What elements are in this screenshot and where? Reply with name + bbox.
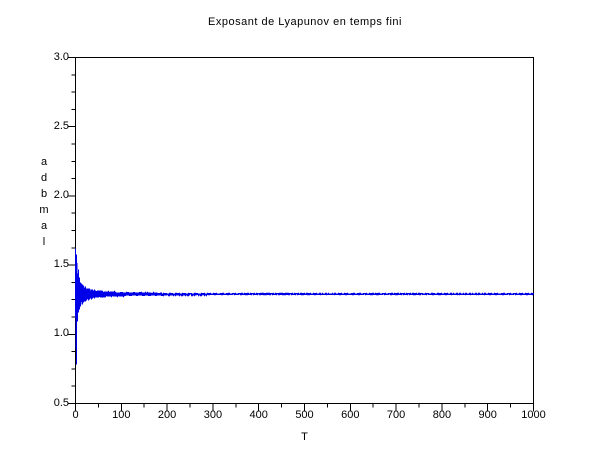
y-tick-label: 0.5 <box>53 396 69 409</box>
x-tick-label: 500 <box>295 409 314 421</box>
x-tick-label: 300 <box>203 409 223 421</box>
y-axis-label-letter: a <box>40 220 48 232</box>
lyapunov-curve <box>75 248 534 365</box>
x-tick-label: 100 <box>112 409 131 421</box>
x-tick-label: 700 <box>386 409 406 421</box>
x-axis-label: T <box>301 431 308 443</box>
y-tick-label: 2.5 <box>53 119 69 132</box>
y-tick-label: 2.0 <box>53 188 69 201</box>
axes-box <box>75 57 534 404</box>
x-tick-label: 200 <box>157 409 177 421</box>
y-axis-label-letter: l <box>42 236 46 248</box>
y-tick-label: 3.0 <box>53 50 69 63</box>
x-tick-label: 600 <box>341 409 360 421</box>
x-tick-label: 0 <box>72 409 79 421</box>
x-tick-label: 1000 <box>521 409 546 421</box>
y-axis-label-letter: m <box>39 204 49 216</box>
x-tick-label: 800 <box>432 409 452 421</box>
x-tick-label: 900 <box>478 409 497 421</box>
y-axis-label-letter: a <box>40 156 48 168</box>
y-tick-label: 1.0 <box>53 327 69 340</box>
y-axis-label-letter: b <box>40 188 48 200</box>
chart-title: Exposant de Lyapunov en temps fini <box>208 16 402 28</box>
y-tick-label: 1.5 <box>53 258 69 271</box>
y-axis-label-letter: d <box>40 172 48 184</box>
x-tick-label: 400 <box>249 409 268 421</box>
